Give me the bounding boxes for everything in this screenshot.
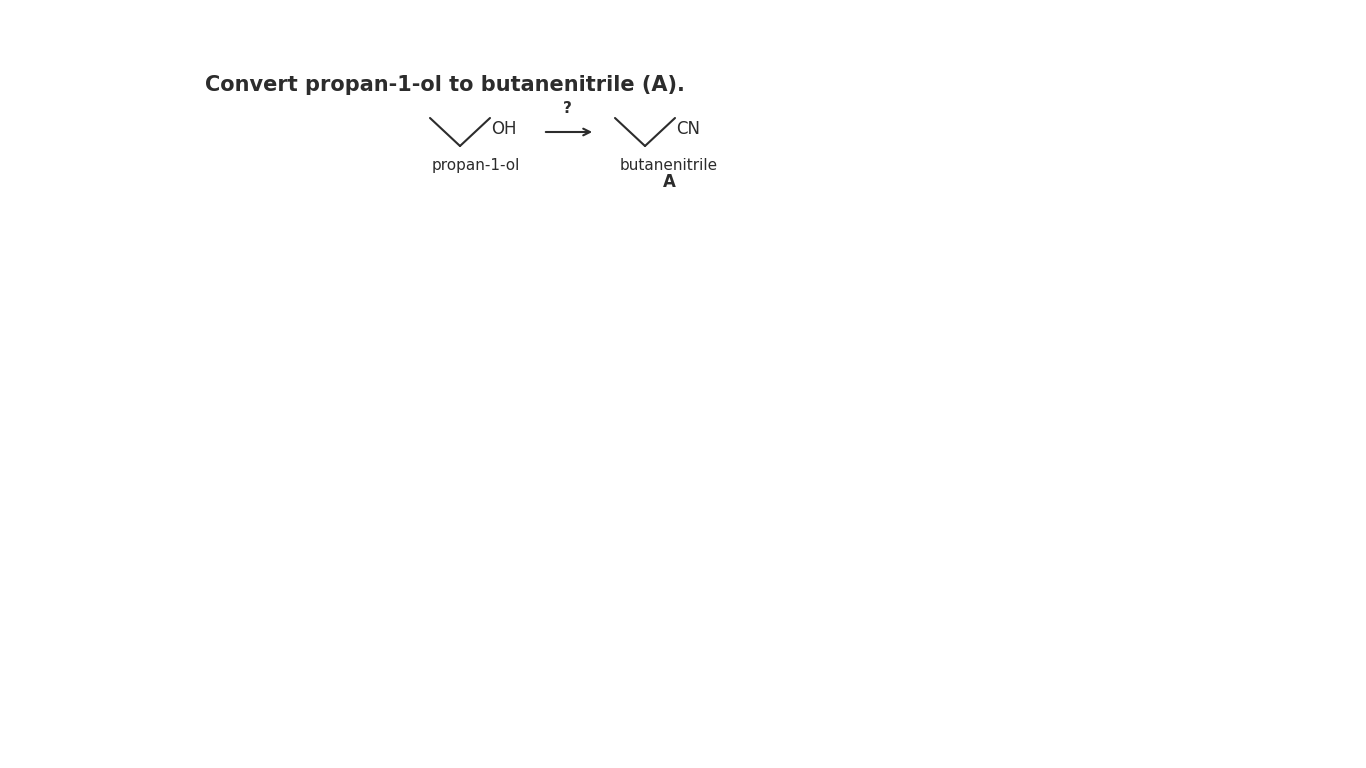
- Text: Convert propan-1-ol to butanenitrile (A).: Convert propan-1-ol to butanenitrile (A)…: [205, 75, 684, 95]
- Text: ?: ?: [563, 101, 571, 116]
- Text: OH: OH: [490, 120, 516, 138]
- Text: A: A: [663, 173, 675, 191]
- Text: CN: CN: [676, 120, 699, 138]
- Text: butanenitrile: butanenitrile: [620, 158, 719, 173]
- Text: propan-1-ol: propan-1-ol: [432, 158, 520, 173]
